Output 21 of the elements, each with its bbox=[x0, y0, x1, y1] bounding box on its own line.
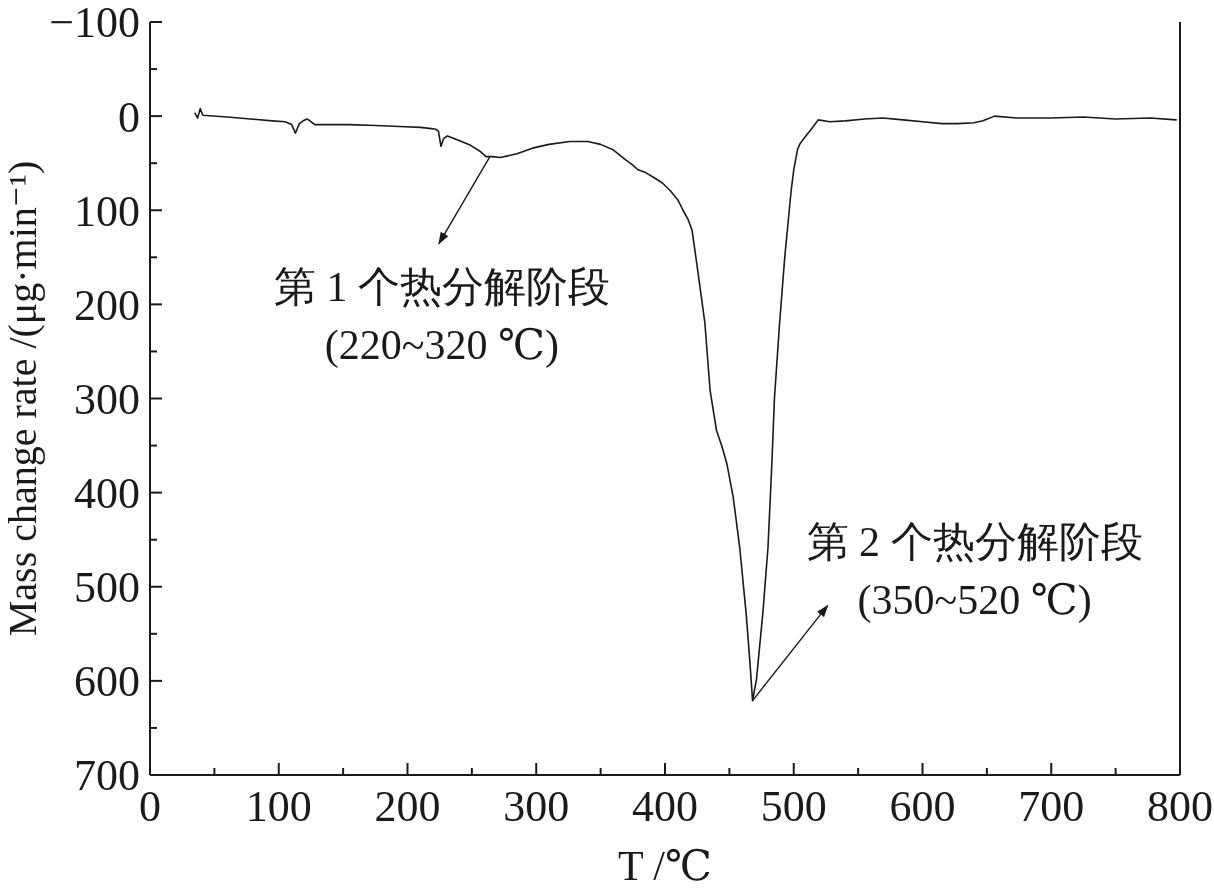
x-axis-title: T /℃ bbox=[617, 843, 713, 888]
y-tick-label: 500 bbox=[74, 563, 140, 613]
x-tick-label: 500 bbox=[760, 782, 827, 831]
y-tick-label: −100 bbox=[49, 0, 140, 48]
x-tick-label: 100 bbox=[245, 782, 312, 831]
x-tick-label: 300 bbox=[503, 782, 570, 831]
x-tick-label: 200 bbox=[374, 782, 441, 831]
annotation: 第 2 个热分解阶段 (350~520 ℃) bbox=[806, 518, 1143, 624]
annotation: 第 1 个热分解阶段 (220~320 ℃) bbox=[273, 263, 610, 369]
y-tick-label: 600 bbox=[74, 657, 140, 707]
line-series bbox=[194, 107, 1177, 702]
y-tick-label: 100 bbox=[74, 186, 140, 236]
y-tick-label: 0 bbox=[118, 92, 140, 142]
y-tick-label: 400 bbox=[74, 469, 140, 519]
y-axis-title: Mass change rate /(μg·min⁻¹) bbox=[0, 160, 45, 637]
y-tick-label: 300 bbox=[74, 374, 140, 424]
x-tick-label: 400 bbox=[632, 782, 698, 831]
y-tick-label: 200 bbox=[74, 280, 140, 330]
x-tick-label: 700 bbox=[1018, 782, 1085, 831]
x-tick-label: 800 bbox=[1147, 782, 1213, 831]
x-tick-label: 600 bbox=[889, 782, 956, 831]
